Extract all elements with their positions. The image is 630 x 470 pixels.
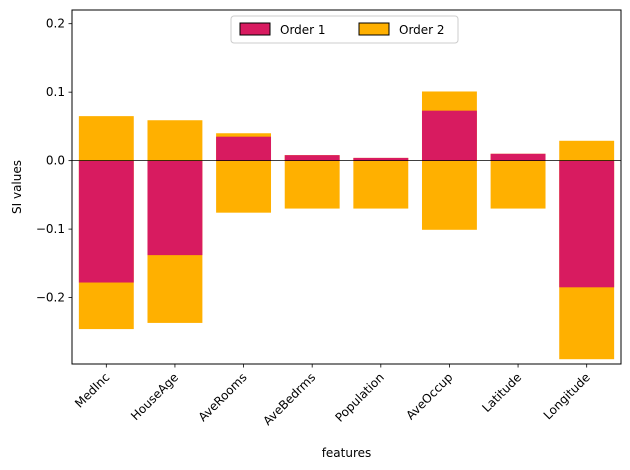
x-tick-label: Population xyxy=(332,370,386,424)
legend-swatch xyxy=(358,22,390,36)
legend-label: Order 1 xyxy=(280,23,326,37)
x-tick-label: AveRooms xyxy=(196,370,250,424)
bar-order-1-longitude xyxy=(559,160,615,288)
bar-order-1-medinc xyxy=(78,160,134,283)
y-axis: 0.2 0.1 0.0 −0.1 −0.2 xyxy=(36,17,72,305)
y-tick-label: 0.1 xyxy=(46,85,65,99)
bar-order-1-aveoccup xyxy=(421,110,477,161)
bar-order-2-latitude xyxy=(490,153,546,209)
bar-order-1-houseage xyxy=(147,160,203,256)
legend: Order 1 Order 2 xyxy=(230,15,459,44)
y-tick-label: −0.2 xyxy=(36,291,65,305)
plot-frame xyxy=(71,9,622,365)
x-tick-label: AveBedrms xyxy=(260,370,318,428)
y-axis-title: SI values xyxy=(10,160,24,214)
x-axis-title: features xyxy=(322,446,372,460)
legend-swatch xyxy=(239,22,271,36)
bar-order-1-averooms xyxy=(216,136,272,161)
y-tick-label: −0.1 xyxy=(36,222,65,236)
y-tick-label: 0.2 xyxy=(46,17,65,31)
legend-frame xyxy=(230,15,459,44)
x-tick-label: AveOccup xyxy=(403,370,455,422)
bars-layer xyxy=(78,91,615,360)
x-tick-label: Latitude xyxy=(479,370,524,415)
x-tick-label: HouseAge xyxy=(128,370,181,423)
bar-order-1-population xyxy=(353,157,409,161)
x-tick-label: Longitude xyxy=(541,370,593,422)
bar-order-1-avebedrms xyxy=(284,155,340,161)
y-tick-label: 0.0 xyxy=(46,154,65,168)
bar-order-2-avebedrms xyxy=(284,155,340,209)
x-tick-label: MedInc xyxy=(72,370,112,410)
bar-order-1-latitude xyxy=(490,153,546,161)
x-axis: MedInc HouseAge AveRooms AveBedrms Populatio… xyxy=(72,364,593,428)
legend-label: Order 2 xyxy=(399,23,445,37)
bar-order-2-population xyxy=(353,157,409,209)
